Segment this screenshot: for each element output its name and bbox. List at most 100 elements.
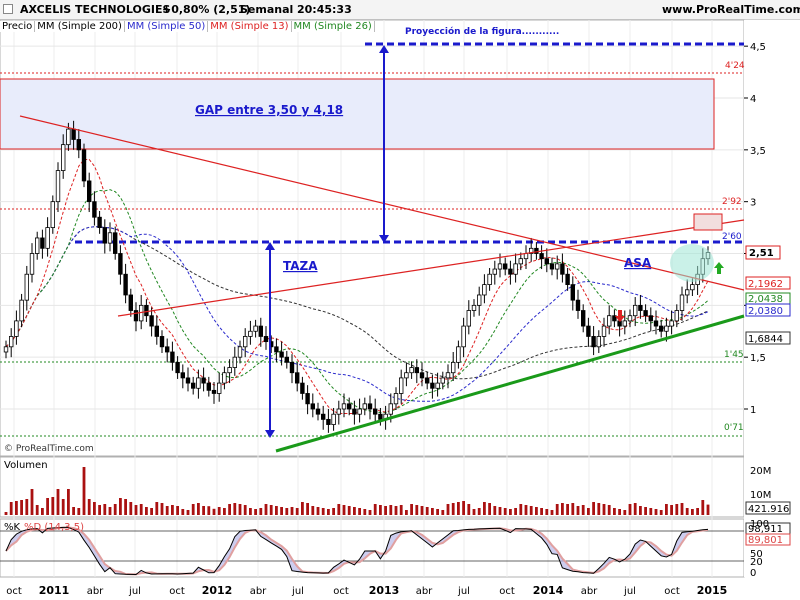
candle-body [404, 372, 409, 379]
volume-bar [332, 508, 335, 515]
mm26-value: 2,0438 [748, 294, 783, 305]
volume-bar [56, 489, 60, 515]
candle-body [518, 258, 523, 265]
volume-bar [394, 506, 398, 515]
candle-body [627, 315, 633, 322]
handle-highlight [670, 244, 714, 282]
volume-bar [321, 508, 325, 515]
volume-bar [306, 503, 309, 515]
volume-bar [410, 504, 413, 515]
volume-bar [566, 504, 569, 515]
candle-body [378, 413, 383, 420]
candle-body [87, 180, 92, 203]
handle-label: ASA [624, 256, 652, 270]
legend-mm200[interactable]: MM (Simple 200) [35, 21, 125, 32]
candle-body [565, 273, 570, 286]
candle-body [638, 304, 643, 311]
candle-body [133, 310, 139, 322]
volume-bar [171, 505, 174, 515]
volume-bar [77, 508, 81, 515]
volume-bar [165, 506, 169, 515]
volume-bar [535, 507, 538, 515]
close-icon[interactable] [3, 4, 13, 14]
candle-body [248, 330, 253, 337]
volume-bar [202, 506, 205, 515]
candle-body [227, 367, 232, 374]
candle-body [305, 393, 310, 405]
projection-arrow-bottom-icon [379, 235, 389, 243]
volume-bar [4, 512, 8, 515]
volume-bar [249, 508, 252, 515]
cup-arrow-top-icon [265, 242, 275, 250]
volume-bar [488, 503, 491, 515]
candle-body [622, 320, 627, 327]
candle-body [102, 227, 107, 244]
volume-bar [238, 504, 242, 515]
candle-body [279, 351, 284, 358]
legend-mm13[interactable]: MM (Simple 13) [208, 21, 292, 32]
x-tick-label: jul [623, 586, 636, 597]
candle-body [357, 408, 362, 415]
candle-body [97, 216, 102, 228]
x-tick-label: abr [250, 586, 267, 597]
candle-body [596, 336, 601, 348]
volume-bar [613, 508, 616, 515]
volume-bar [524, 505, 528, 515]
x-tick-label: jul [457, 586, 470, 597]
volume-bar [654, 509, 658, 515]
candle-body [617, 320, 622, 327]
x-tick-label: 2014 [533, 584, 564, 597]
candle-body [586, 325, 591, 337]
volume-bar [399, 505, 403, 515]
volume-panel [0, 456, 745, 518]
projection-label: Proyección de la figura........... [405, 26, 559, 37]
stoch-d-value: 89,801 [748, 535, 783, 546]
candle-body [19, 299, 24, 322]
volume-bar [415, 505, 419, 515]
legend-mm50[interactable]: MM (Simple 50) [124, 21, 209, 32]
volume-bar [15, 501, 18, 515]
legend-price[interactable]: Precio [0, 21, 36, 32]
x-tick-label: oct [664, 586, 680, 597]
candle-body [81, 149, 87, 182]
legend-mm26[interactable]: MM (Simple 26) [291, 21, 375, 32]
volume-bar [285, 508, 289, 515]
x-tick-label: oct [499, 586, 515, 597]
candle-body [398, 377, 404, 394]
volume-bar [685, 508, 689, 515]
candle-body [341, 403, 347, 410]
candle-body [180, 372, 185, 379]
candle-body [24, 273, 29, 301]
volume-bar [659, 510, 663, 515]
last-price-tag [745, 245, 781, 260]
volume-bar [441, 510, 445, 515]
volume-bar [35, 505, 39, 515]
candle-body [253, 325, 258, 332]
candle-body [154, 325, 159, 337]
volume-bar [436, 509, 439, 515]
candle-body [419, 372, 425, 379]
volume-bar [576, 506, 580, 515]
candle-body [601, 325, 607, 337]
mm13-tag [745, 276, 791, 290]
candle-body [648, 315, 653, 322]
y-tick-label: 4 [750, 94, 756, 105]
candle-body [216, 382, 222, 394]
volume-bar [602, 504, 606, 515]
volume-bar [353, 507, 356, 515]
candle-body [487, 273, 492, 286]
level-145-label: 1'45 [724, 350, 744, 360]
candle-body [549, 263, 555, 270]
volume-bar [587, 508, 590, 515]
candle-body [679, 294, 685, 311]
candle-body [372, 408, 378, 415]
volume-bar [337, 504, 341, 515]
last-price-value: 2,51 [749, 248, 774, 259]
price-change: +0,80% (2,51) [162, 3, 251, 16]
mm50-line [5, 226, 709, 402]
candle-body [190, 382, 196, 389]
volume-bar [327, 509, 330, 515]
volume-bar [514, 508, 517, 515]
mm50-value: 2,0380 [748, 306, 783, 317]
